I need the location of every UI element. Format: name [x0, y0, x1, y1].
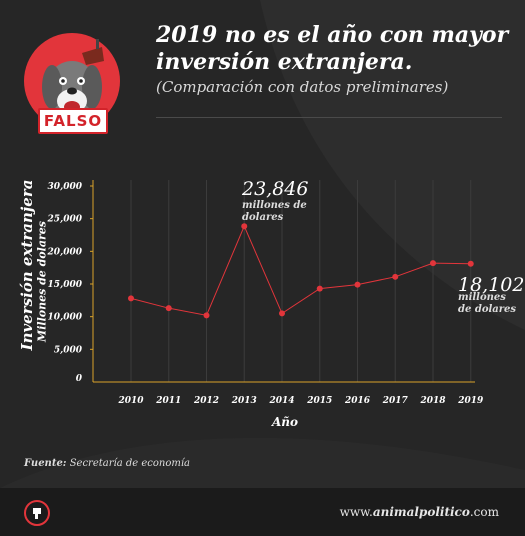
animal-politico-logo-icon	[24, 500, 50, 526]
data-point-2019	[467, 260, 474, 267]
data-point-2011	[165, 305, 172, 312]
series-line	[130, 224, 471, 316]
footer-url-brand: animalpolitico	[372, 505, 470, 519]
x-tick-label-2014: 2014	[268, 396, 294, 406]
y-tick-label: 25,000	[47, 215, 83, 225]
x-tick-label-2013: 2013	[231, 396, 257, 406]
data-point-2017	[392, 273, 399, 280]
data-point-2016	[354, 281, 361, 288]
data-point-2013	[241, 223, 248, 230]
chart-subtitle: (Comparación con datos preliminares)	[156, 78, 449, 96]
footer-url-suffix: .com	[469, 505, 499, 519]
source-text: Secretaría de economía	[69, 458, 190, 469]
annotation-2019-unit: millones de dolares	[458, 292, 517, 315]
footer-bar: www.animalpolitico.com	[0, 488, 525, 536]
chart-title: 2019 no es el año con mayor inversión ex…	[156, 22, 509, 75]
y-tick-label: 10,000	[48, 313, 83, 323]
data-point-2014	[279, 310, 285, 317]
x-tick-label-2019: 2019	[457, 396, 484, 406]
line-chart: 0 5,000 10,000 15,000 20,000 25,000 30,000 201…	[47, 180, 484, 406]
x-tick-label-2011: 2011	[155, 396, 181, 406]
annotation-2013-unit: millones de dolares	[242, 200, 307, 223]
source-label: Fuente:	[24, 458, 67, 469]
x-tick-label-2015: 2015	[306, 396, 332, 406]
y-tick-label: 30,000	[48, 182, 83, 192]
y-tick-label: 15,000	[48, 280, 83, 290]
y-tick-label: 20,000	[47, 247, 83, 257]
data-point-2018	[430, 260, 436, 267]
x-tick-label-2016: 2016	[344, 396, 371, 406]
data-point-2015	[316, 285, 323, 292]
title-divider	[156, 117, 502, 118]
falso-label: FALSO	[38, 108, 108, 134]
x-tick-label-2012: 2012	[193, 396, 219, 406]
footer-url[interactable]: www.animalpolitico.com	[340, 505, 499, 519]
annotation-2013-value: 23,846	[242, 178, 309, 200]
footer-url-prefix: www.	[339, 505, 373, 519]
x-tick-label-2017: 2017	[382, 396, 409, 406]
x-tick-label-2010: 2010	[117, 396, 144, 406]
x-tick-label-2018: 2018	[419, 396, 446, 406]
annotation-2019-value: 18,102	[458, 274, 525, 296]
data-point-2012	[203, 312, 210, 319]
source-note: Fuente: Secretaría de economía	[24, 458, 190, 469]
data-point-2010	[128, 295, 134, 302]
x-axis-title: Año	[271, 415, 299, 429]
y-tick-label: 0	[76, 374, 83, 384]
y-tick-label: 5,000	[54, 345, 83, 355]
